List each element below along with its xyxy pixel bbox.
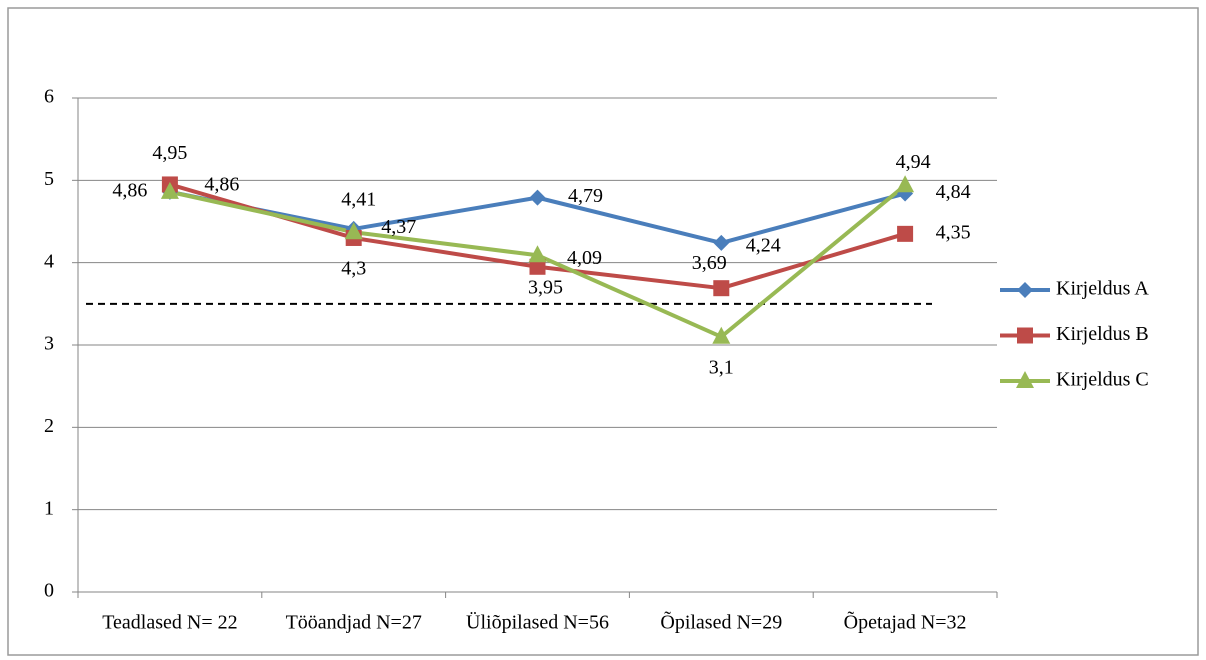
y-tick-label: 4 [44, 250, 54, 272]
marker [1016, 371, 1034, 388]
marker [713, 280, 730, 297]
y-tick-label: 6 [44, 86, 54, 108]
data-label: 4,3 [341, 258, 366, 280]
marker [160, 181, 179, 199]
data-label: 4,86 [204, 173, 239, 195]
data-label: 4,94 [896, 151, 931, 173]
legend-label: Kirjeldus B [1056, 323, 1149, 345]
marker [897, 225, 914, 242]
legend-label: Kirjeldus A [1056, 278, 1149, 300]
marker [896, 175, 915, 193]
data-label: 4,79 [568, 185, 603, 207]
marker [1017, 327, 1033, 344]
marker [528, 245, 547, 263]
x-tick-label: Õpilased N=29 [660, 610, 782, 634]
data-label: 3,95 [528, 276, 563, 298]
data-label: 3,1 [709, 356, 734, 378]
y-tick-label: 5 [44, 168, 54, 190]
marker [712, 326, 731, 344]
y-tick-label: 1 [44, 497, 54, 519]
marker [1017, 282, 1033, 298]
legend-label: Kirjeldus C [1056, 369, 1149, 391]
marker [529, 258, 546, 275]
y-tick-label: 2 [44, 415, 54, 437]
x-tick-label: Teadlased N= 22 [102, 612, 237, 634]
data-label: 4,24 [746, 235, 781, 257]
data-label: 4,37 [381, 216, 416, 238]
data-label: 4,35 [936, 221, 971, 243]
marker [529, 189, 546, 206]
x-tick-label: Tööandjad N=27 [286, 612, 422, 634]
data-label: 4,41 [341, 189, 376, 211]
data-label: 3,69 [692, 252, 727, 274]
chart-frame [7, 7, 1199, 656]
y-tick-label: 0 [44, 580, 54, 602]
data-label: 4,86 [112, 179, 147, 201]
data-label: 4,95 [152, 142, 187, 164]
marker [344, 222, 363, 240]
data-label: 4,09 [567, 247, 602, 269]
x-tick-label: Õpetajad N=32 [844, 610, 967, 634]
marker [713, 234, 730, 251]
data-label: 4,84 [936, 181, 971, 203]
y-tick-label: 3 [44, 333, 54, 355]
x-tick-label: Üliõpilased N=56 [466, 611, 609, 634]
